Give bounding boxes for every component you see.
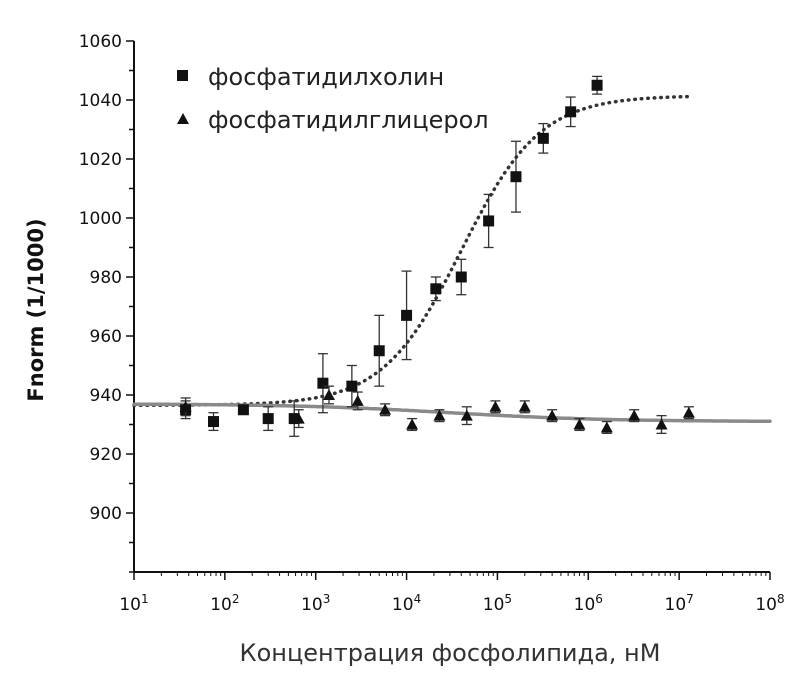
fit-curves xyxy=(132,94,772,423)
x-tick-label: 105 xyxy=(483,592,512,615)
x-tick-label: 103 xyxy=(301,592,330,615)
ticks: 900 920 940 960 980 1000 1020 1040 1060 101 102 103… xyxy=(79,32,785,615)
data-point-square xyxy=(565,106,577,118)
data-point-square xyxy=(262,413,274,425)
y-tick-label: 1020 xyxy=(79,150,122,170)
data-point-triangle xyxy=(518,400,531,412)
data-point-triangle xyxy=(546,409,559,421)
fit-curve-phosphatidylcholine xyxy=(132,94,692,407)
y-tick-label: 980 xyxy=(90,268,122,288)
data-point-triangle xyxy=(460,409,473,421)
data-point-triangle xyxy=(682,406,695,418)
data-point-triangle xyxy=(179,400,192,412)
data-point-square xyxy=(455,271,467,283)
data-point-square xyxy=(208,416,220,428)
data-point-square xyxy=(373,345,385,357)
y-tick-label: 1000 xyxy=(79,209,122,229)
x-tick-label: 108 xyxy=(755,592,784,615)
y-tick-label: 900 xyxy=(90,504,122,524)
legend-label-phosphatidylcholine: фосфатидилхолин xyxy=(208,63,444,91)
y-axis-label: Fnorm (1/1000) xyxy=(24,218,48,401)
y-tick-label: 940 xyxy=(90,386,122,406)
data-point-triangle xyxy=(628,409,641,421)
x-tick-label: 104 xyxy=(392,592,421,615)
y-tick-label: 1040 xyxy=(79,91,122,111)
data-point-triangle xyxy=(351,394,364,406)
x-tick-label: 102 xyxy=(210,592,239,615)
data-point-triangle xyxy=(433,409,446,421)
data-point-square xyxy=(430,283,442,295)
data-point-square xyxy=(288,413,300,425)
y-tick-label: 1060 xyxy=(79,32,122,52)
data-point-square xyxy=(483,215,495,227)
data-point-triangle xyxy=(489,400,502,412)
legend: фосфатидилхолин фосфатидилглицерол xyxy=(177,63,489,134)
data-point-square xyxy=(401,309,413,321)
data-point-triangle xyxy=(379,403,392,415)
data-point-square xyxy=(537,132,549,144)
data-point-square xyxy=(346,380,358,392)
data-point-square xyxy=(237,404,249,416)
legend-marker-square xyxy=(177,70,188,81)
x-tick-label: 106 xyxy=(574,592,603,615)
data-point-triangle xyxy=(573,418,586,430)
x-tick-label: 101 xyxy=(119,592,148,615)
data-points xyxy=(179,75,695,437)
y-tick-label: 960 xyxy=(90,327,122,347)
legend-label-phosphatidylglycerol: фосфатидилглицерол xyxy=(208,106,489,134)
data-point-square xyxy=(591,79,603,91)
y-tick-label: 920 xyxy=(90,445,122,465)
x-tick-label: 107 xyxy=(665,592,694,615)
data-point-triangle xyxy=(292,412,305,424)
legend-marker-triangle xyxy=(177,113,189,124)
data-point-square xyxy=(510,171,522,183)
data-point-triangle xyxy=(600,421,613,433)
data-point-triangle xyxy=(655,418,668,430)
x-axis-label: Концентрация фосфолипида, нМ xyxy=(240,639,661,667)
data-point-triangle xyxy=(322,389,335,400)
data-point-square xyxy=(317,377,329,389)
data-point-triangle xyxy=(406,418,419,430)
fit-curve-phosphatidylglycerol xyxy=(132,402,772,423)
